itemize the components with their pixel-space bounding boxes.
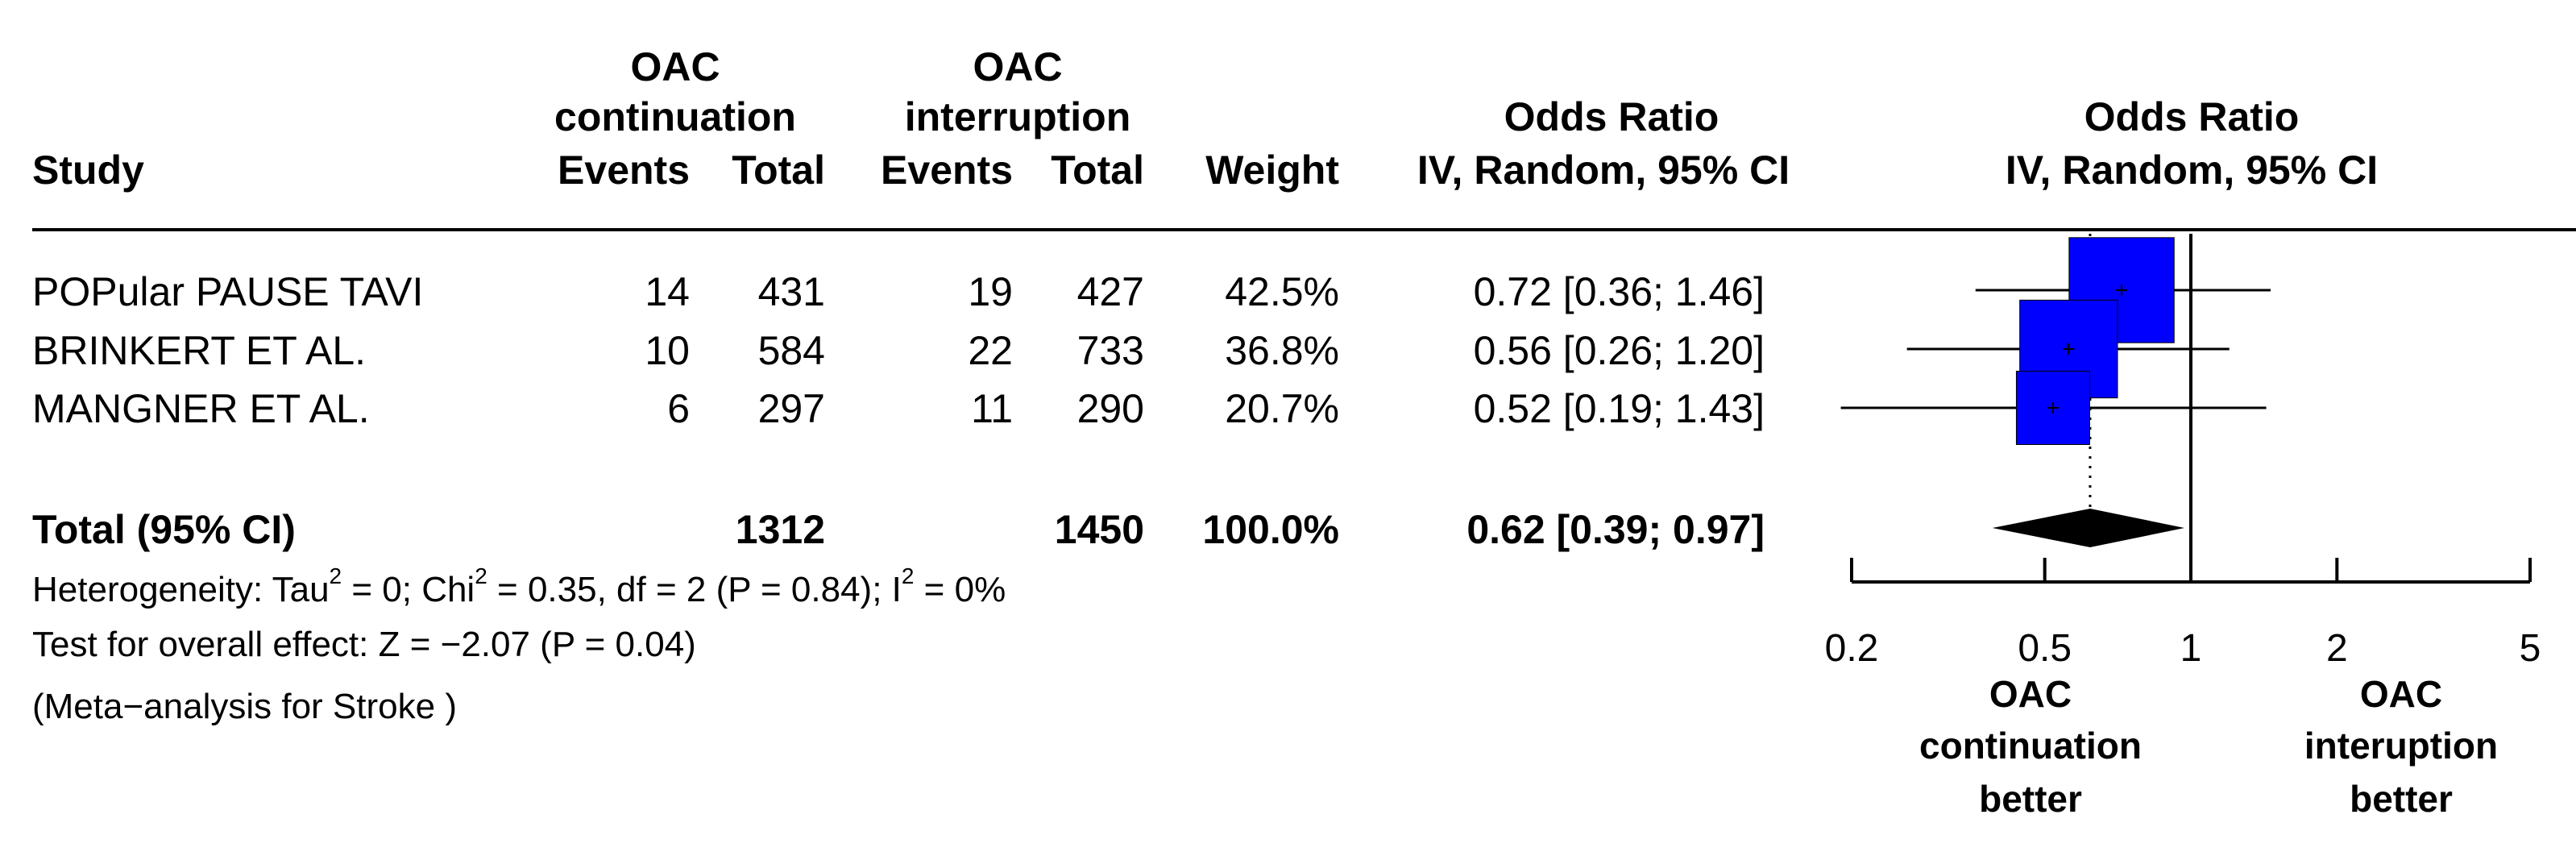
study-events1: 14 xyxy=(645,269,690,314)
study-weight: 36.8% xyxy=(1225,328,1339,373)
left-direction-label-line2: continuation xyxy=(1919,725,2142,767)
total2-column-header: Total xyxy=(1051,148,1144,193)
right-direction-label-line2: interuption xyxy=(2304,725,2499,767)
left-direction-label-line3: better xyxy=(1979,778,2082,820)
x-axis-tick-label: 1 xyxy=(2180,627,2202,670)
study-ci-text: 0.56 [0.26; 1.20] xyxy=(1473,328,1765,373)
right-direction-label-line3: better xyxy=(2350,778,2453,820)
study-total2: 733 xyxy=(1076,328,1144,373)
total-label: Total (95% CI) xyxy=(32,507,296,552)
weight-column-header: Weight xyxy=(1205,148,1339,193)
total1-column-header: Total xyxy=(732,148,825,193)
x-axis-tick-label: 0.5 xyxy=(2018,627,2072,670)
pooled-diamond xyxy=(1992,509,2185,547)
study-events2: 22 xyxy=(968,328,1013,373)
total-total2: 1450 xyxy=(1054,507,1144,552)
or-plot-header-line2: IV, Random, 95% CI xyxy=(2005,148,2379,193)
or-plot-header-line1: Odds Ratio xyxy=(2084,94,2300,139)
study-events1: 10 xyxy=(645,328,690,373)
study-ci-text: 0.72 [0.36; 1.46] xyxy=(1473,269,1765,314)
or-table-header-line2: IV, Random, 95% CI xyxy=(1417,148,1790,193)
events1-column-header: Events xyxy=(558,148,690,193)
study-events1: 6 xyxy=(667,386,690,431)
total-ci-text: 0.62 [0.39; 0.97] xyxy=(1466,507,1765,552)
analysis-note: (Meta−analysis for Stroke ) xyxy=(32,687,457,726)
left-direction-label-line1: OAC xyxy=(1989,673,2072,715)
study-total1: 431 xyxy=(757,269,825,314)
overall-effect-text: Test for overall effect: Z = −2.07 (P = … xyxy=(32,625,696,664)
group1-header-line2: continuation xyxy=(554,94,796,139)
group2-header-line1: OAC xyxy=(973,44,1063,89)
study-name: POPular PAUSE TAVI xyxy=(32,269,424,314)
study-name: BRINKERT ET AL. xyxy=(32,328,367,373)
study-name: MANGNER ET AL. xyxy=(32,386,370,431)
right-direction-label-line1: OAC xyxy=(2359,673,2443,715)
x-axis-tick-label: 5 xyxy=(2520,627,2541,670)
study-events2: 11 xyxy=(971,386,1013,431)
or-table-header-line1: Odds Ratio xyxy=(1504,94,1719,139)
heterogeneity-text: Heterogeneity: Tau2 = 0; Chi2 = 0.35, df… xyxy=(32,563,1006,609)
study-total2: 290 xyxy=(1076,386,1144,431)
study-total2: 427 xyxy=(1076,269,1144,314)
study-total1: 584 xyxy=(757,328,825,373)
events2-column-header: Events xyxy=(881,148,1013,193)
study-events2: 19 xyxy=(968,269,1013,314)
total-weight: 100.0% xyxy=(1202,507,1339,552)
study-ci-text: 0.52 [0.19; 1.43] xyxy=(1473,386,1765,431)
study-weight: 20.7% xyxy=(1225,386,1339,431)
x-axis-tick-label: 2 xyxy=(2326,627,2348,670)
group1-header-line1: OAC xyxy=(630,44,720,89)
study-column-header: Study xyxy=(32,148,144,193)
study-total1: 297 xyxy=(757,386,825,431)
x-axis-tick-label: 0.2 xyxy=(1825,627,1879,670)
group2-header-line2: interruption xyxy=(904,94,1131,139)
total-total1: 1312 xyxy=(735,507,825,552)
study-weight: 42.5% xyxy=(1225,269,1339,314)
